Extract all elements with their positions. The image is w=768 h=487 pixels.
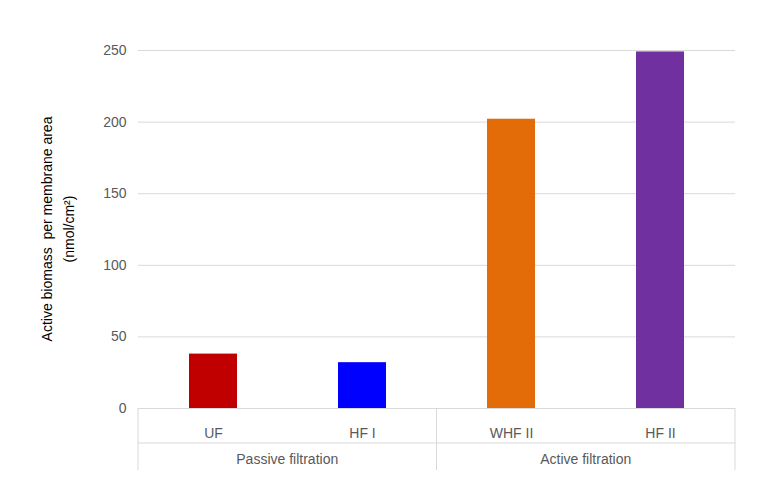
svg-text:100: 100 (103, 257, 127, 273)
svg-text:50: 50 (111, 328, 127, 344)
svg-text:HF I: HF I (349, 425, 375, 441)
svg-text:200: 200 (103, 114, 127, 130)
svg-text:WHF II: WHF II (490, 425, 534, 441)
svg-text:250: 250 (103, 42, 127, 58)
svg-text:Active biomass per membrane a: Active biomass per membrane area(nmol/cm… (39, 116, 77, 341)
svg-text:Passive filtration: Passive filtration (236, 451, 338, 467)
svg-text:HF II: HF II (645, 425, 675, 441)
svg-text:Active filtration: Active filtration (540, 451, 631, 467)
svg-text:150: 150 (103, 185, 127, 201)
svg-text:0: 0 (119, 400, 127, 416)
svg-text:UF: UF (204, 425, 223, 441)
